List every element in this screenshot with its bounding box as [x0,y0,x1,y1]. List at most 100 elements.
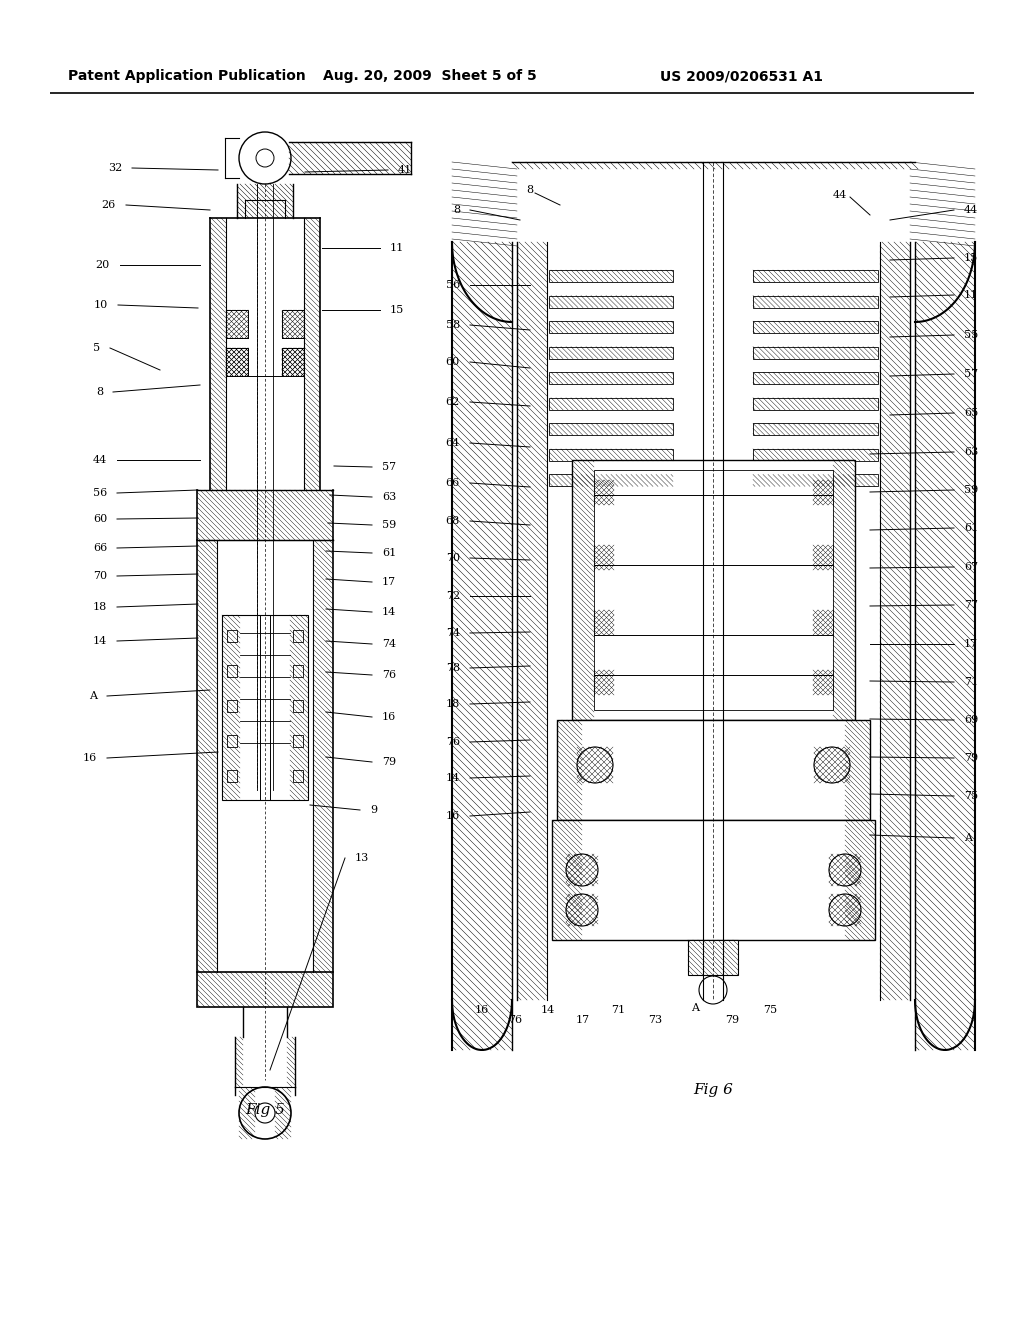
Bar [813,610,833,635]
Text: 60: 60 [93,513,106,524]
Text: 8: 8 [526,185,534,195]
Text: 61: 61 [964,523,978,533]
Bar [227,630,237,642]
Text: 79: 79 [964,752,978,763]
Text: A: A [89,690,97,701]
Bar [226,310,248,338]
Text: 44: 44 [93,455,106,465]
Text: 9: 9 [370,805,377,814]
Text: 55: 55 [964,330,978,341]
Bar [227,770,237,781]
Text: 11: 11 [390,243,404,253]
Text: 20: 20 [96,260,110,271]
Bar [594,545,614,570]
Bar [813,480,833,506]
Bar [753,397,878,409]
Bar [549,449,673,461]
Bar [688,940,738,975]
Bar [753,372,878,384]
Bar [594,480,614,506]
Text: 67: 67 [964,562,978,572]
Text: 18: 18 [445,700,460,709]
Text: 57: 57 [964,370,978,379]
Text: 18: 18 [93,602,106,612]
Text: 76: 76 [445,737,460,747]
Text: 14: 14 [445,774,460,783]
Text: 13: 13 [355,853,370,863]
Bar [227,665,237,677]
Text: 61: 61 [382,548,396,558]
Text: 72: 72 [445,591,460,601]
Text: 11: 11 [964,290,978,300]
Bar [549,296,673,308]
Bar [282,310,304,338]
Bar [552,820,874,940]
Bar [226,348,248,376]
Text: 73: 73 [648,1015,663,1026]
Bar [293,735,303,747]
Bar [549,321,673,333]
Bar [282,348,304,376]
Bar [293,665,303,677]
Text: Patent Application Publication: Patent Application Publication [68,69,306,83]
Text: 26: 26 [101,201,116,210]
Text: 16: 16 [445,810,460,821]
Text: 70: 70 [445,553,460,564]
Text: 79: 79 [382,756,396,767]
Text: 56: 56 [93,488,106,498]
Text: 70: 70 [93,572,106,581]
Text: 74: 74 [445,628,460,638]
Bar [753,321,878,333]
Text: 57: 57 [382,462,396,473]
Text: 41: 41 [398,165,413,176]
Circle shape [829,894,861,927]
Text: 14: 14 [541,1005,555,1015]
Text: 10: 10 [94,300,108,310]
Text: 75: 75 [964,791,978,801]
Text: 17: 17 [575,1015,590,1026]
Text: 71: 71 [611,1005,625,1015]
Bar [549,372,673,384]
Bar [549,424,673,436]
Text: 8: 8 [96,387,103,397]
Text: 62: 62 [445,397,460,407]
Text: 78: 78 [445,663,460,673]
Bar [753,424,878,436]
Circle shape [814,747,850,783]
Text: 68: 68 [445,516,460,525]
Bar [293,700,303,711]
Bar [594,671,614,696]
Text: Fig 6: Fig 6 [693,1082,733,1097]
Text: 71: 71 [964,677,978,686]
Text: 14: 14 [93,636,106,645]
Text: 60: 60 [445,356,460,367]
Bar [813,545,833,570]
Text: 58: 58 [445,319,460,330]
Bar [753,296,878,308]
Bar [549,474,673,487]
Bar [197,972,333,1007]
Circle shape [577,747,613,783]
Text: 77: 77 [964,601,978,610]
Bar [753,271,878,282]
Text: 15: 15 [390,305,404,315]
Bar [594,470,833,710]
Text: 66: 66 [445,478,460,488]
Bar [549,397,673,409]
Bar [753,449,878,461]
Text: 17: 17 [382,577,396,587]
Text: 44: 44 [964,205,978,215]
Text: 74: 74 [382,639,396,649]
Text: 65: 65 [964,408,978,418]
Text: 16: 16 [382,711,396,722]
Bar [226,376,304,490]
Text: 59: 59 [964,484,978,495]
Text: 63: 63 [964,447,978,457]
Text: 79: 79 [725,1015,739,1026]
Bar [227,700,237,711]
Circle shape [566,854,598,886]
Text: 69: 69 [964,715,978,725]
Text: 66: 66 [93,543,106,553]
Text: 14: 14 [382,607,396,616]
Bar [813,671,833,696]
